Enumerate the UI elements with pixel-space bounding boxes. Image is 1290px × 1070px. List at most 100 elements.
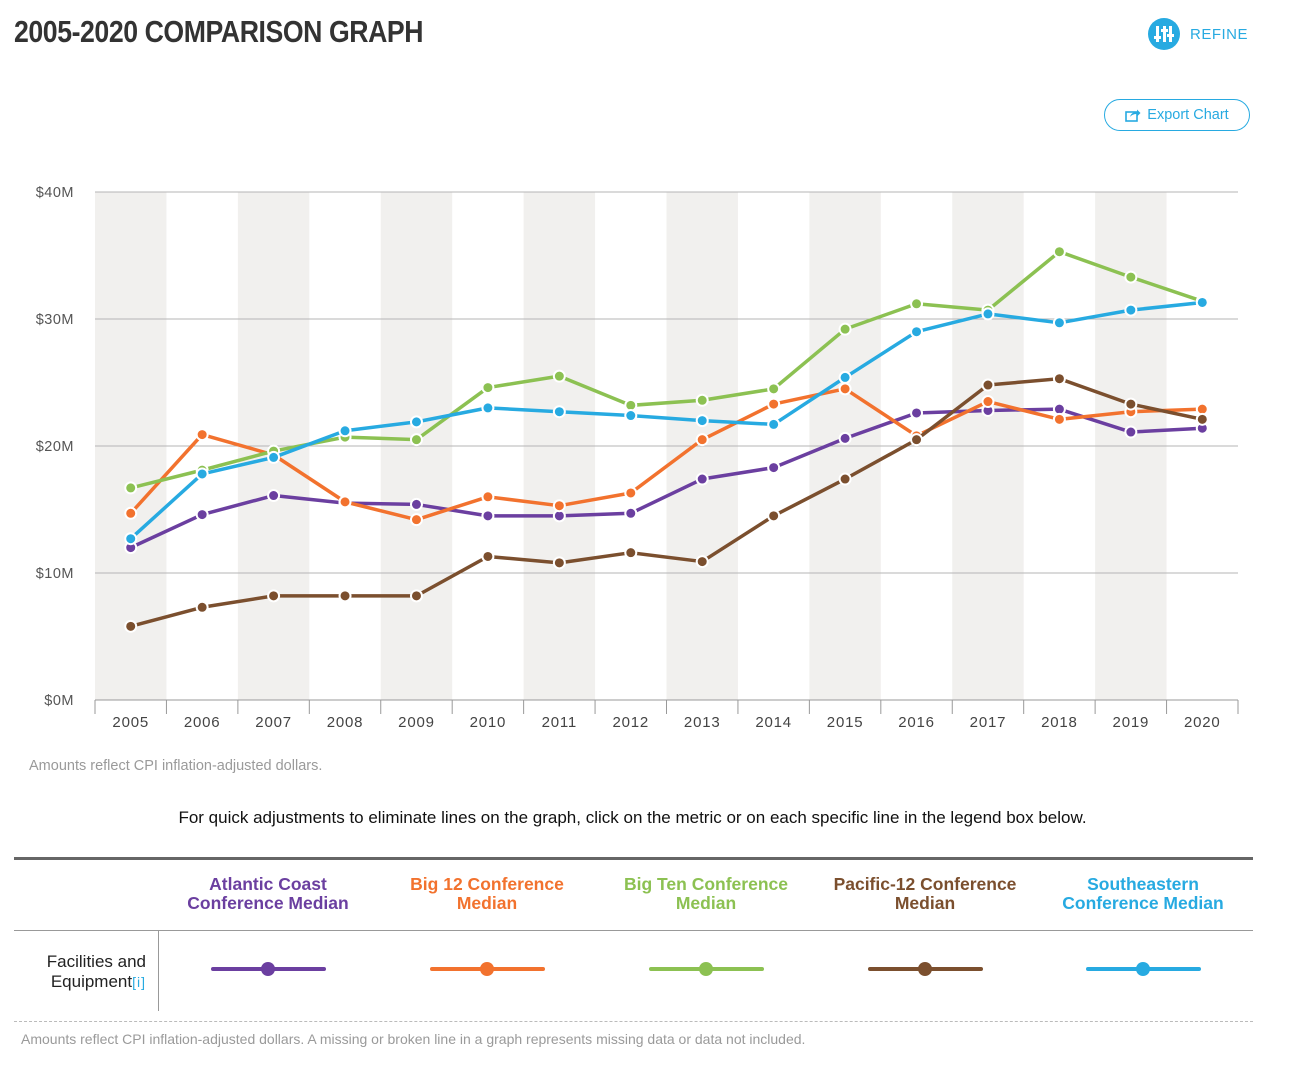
data-point (552, 499, 566, 513)
data-point (624, 486, 638, 500)
y-tick-label: $20M (36, 439, 74, 455)
legend-line-2[interactable] (430, 958, 545, 980)
x-tick-label: 2019 (1113, 714, 1150, 731)
legend-divider (14, 930, 1253, 931)
legend-header-line1: Big 12 Conference (410, 874, 564, 894)
data-point (1052, 316, 1066, 330)
y-tick-label: $10M (36, 566, 74, 582)
x-tick-label: 2005 (112, 714, 149, 731)
data-point (838, 431, 852, 445)
chart-note: Amounts reflect CPI inflation-adjusted d… (29, 758, 323, 774)
legend-line-5[interactable] (1086, 958, 1201, 980)
x-tick-label: 2009 (398, 714, 435, 731)
data-point (695, 414, 709, 428)
x-tick-label: 2018 (1041, 714, 1078, 731)
series-5[interactable] (124, 295, 1209, 546)
data-point (552, 556, 566, 570)
refine-label: REFINE (1190, 25, 1249, 43)
legend-column-divider (158, 931, 159, 1011)
metric-label-line2: Equipment (50, 972, 133, 991)
legend-swatch-dot (1136, 962, 1150, 976)
legend-header-line1: Pacific-12 Conference (833, 874, 1017, 894)
legend-line-3[interactable] (649, 958, 764, 980)
series-line (128, 300, 1205, 541)
data-point (338, 424, 352, 438)
info-link[interactable]: [i] (132, 974, 146, 990)
data-point (552, 405, 566, 419)
legend-header-line1: Big Ten Conference (623, 874, 788, 894)
data-point (1124, 270, 1138, 284)
data-point (552, 369, 566, 383)
data-point (195, 467, 209, 481)
legend-swatch-dot (918, 962, 932, 976)
x-tick-label: 2010 (470, 714, 507, 731)
data-point (1052, 412, 1066, 426)
data-point (1124, 303, 1138, 317)
data-point (910, 325, 924, 339)
data-point (767, 461, 781, 475)
series-4[interactable] (124, 372, 1209, 633)
y-tick-label: $30M (36, 312, 74, 328)
x-tick-label: 2013 (684, 714, 721, 731)
data-point (695, 433, 709, 447)
x-tick-label: 2016 (898, 714, 935, 731)
legend-line-4[interactable] (868, 958, 983, 980)
data-point (409, 497, 423, 511)
legend-header-2[interactable]: Big 12 Conference Median (382, 875, 592, 913)
data-point (1124, 425, 1138, 439)
data-point (409, 513, 423, 527)
legend-header-5[interactable]: Southeastern Conference Median (1038, 875, 1248, 913)
data-point (981, 395, 995, 409)
page-title: 2005-2020 COMPARISON GRAPH (14, 14, 424, 49)
x-tick-label: 2017 (970, 714, 1007, 731)
x-tick-label: 2006 (184, 714, 221, 731)
data-point (195, 428, 209, 442)
y-tick-label: $40M (36, 185, 74, 201)
data-point (767, 397, 781, 411)
data-point (910, 297, 924, 311)
series-line (128, 376, 1205, 629)
data-point (695, 393, 709, 407)
legend-header-line1: Atlantic Coast (209, 874, 327, 894)
refine-button[interactable]: REFINE (1148, 18, 1248, 50)
export-icon (1125, 109, 1141, 122)
data-point (481, 549, 495, 563)
x-tick-label: 2014 (755, 714, 792, 731)
export-chart-button[interactable]: Export Chart (1104, 99, 1250, 131)
data-point (481, 490, 495, 504)
legend-header-line2: Median (456, 893, 518, 913)
data-point (1052, 245, 1066, 259)
legend-header-4[interactable]: Pacific-12 Conference Median (820, 875, 1030, 913)
metric-facilities-and-equipment[interactable]: Facilities and Equipment[i] (14, 952, 146, 992)
data-point (981, 307, 995, 321)
sliders-icon (1148, 18, 1180, 50)
legend-header-line2: Conference Median (187, 893, 349, 913)
data-point (624, 546, 638, 560)
data-point (267, 450, 281, 464)
x-tick-label: 2020 (1184, 714, 1221, 731)
legend-header-1[interactable]: Atlantic Coast Conference Median (163, 875, 373, 913)
data-point (195, 508, 209, 522)
data-point (838, 322, 852, 336)
line-chart: $0M $10M $20M $30M $40M 2005 2006 2007 2008 2009… (36, 185, 1239, 731)
data-point (838, 472, 852, 486)
data-point (1124, 397, 1138, 411)
x-tick-label: 2012 (612, 714, 649, 731)
data-point (124, 619, 138, 633)
data-point (767, 509, 781, 523)
x-tick-label: 2007 (255, 714, 292, 731)
export-chart-label: Export Chart (1147, 107, 1229, 123)
legend-header-line2: Median (894, 893, 956, 913)
legend-swatch-dot (480, 962, 494, 976)
legend-line-1[interactable] (211, 958, 326, 980)
legend-bottom-rule (14, 1021, 1253, 1022)
y-tick-label: $0M (44, 693, 74, 709)
data-point (624, 506, 638, 520)
legend-swatch-dot (699, 962, 713, 976)
x-tick-label: 2015 (827, 714, 864, 731)
legend-top-rule (14, 857, 1253, 860)
x-tick-label: 2011 (542, 714, 577, 731)
legend-header-3[interactable]: Big Ten Conference Median (601, 875, 811, 913)
footnote: Amounts reflect CPI inflation-adjusted d… (21, 1031, 806, 1047)
series-2[interactable] (124, 382, 1209, 527)
